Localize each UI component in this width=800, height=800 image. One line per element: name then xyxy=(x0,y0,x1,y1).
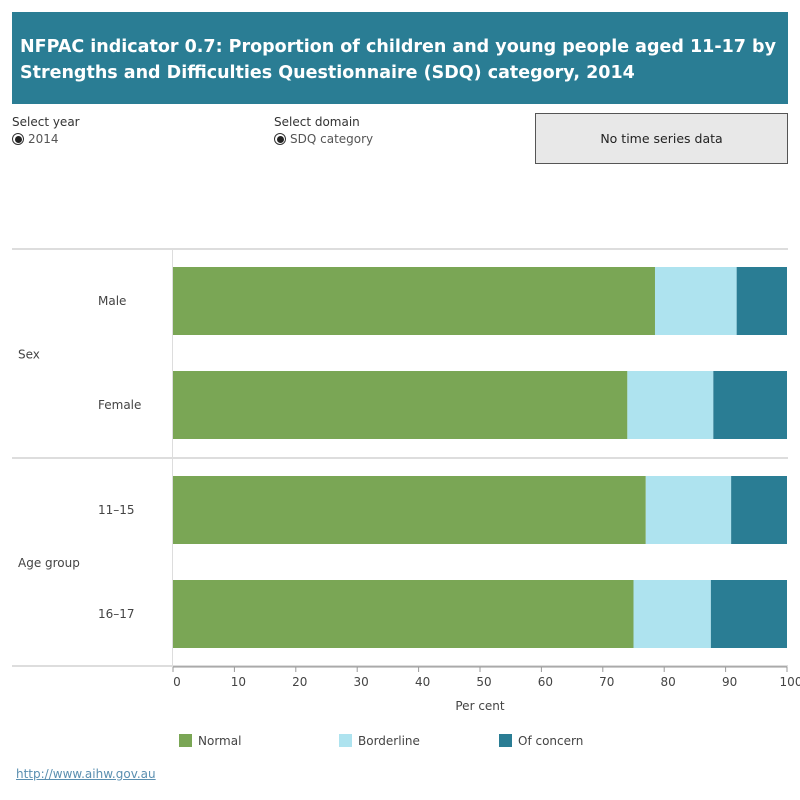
aihw-link[interactable]: http://www.aihw.gov.au xyxy=(16,767,156,781)
legend-label: Normal xyxy=(198,734,241,748)
chart-title: NFPAC indicator 0.7: Proportion of child… xyxy=(20,37,776,83)
x-tick-label: 80 xyxy=(661,675,676,689)
radio-selected-icon[interactable] xyxy=(274,133,286,145)
x-tick-label: 50 xyxy=(476,675,491,689)
x-tick-label: 60 xyxy=(538,675,553,689)
bar-segment xyxy=(713,371,787,439)
bar-segment xyxy=(710,580,787,648)
bar-segment xyxy=(173,476,646,544)
group-label: Age group xyxy=(18,556,80,570)
radio-selected-icon[interactable] xyxy=(12,133,24,145)
category-label: 16–17 xyxy=(98,607,135,621)
bar-segment xyxy=(654,267,737,335)
bar-segment xyxy=(173,371,628,439)
bar-segment xyxy=(627,371,714,439)
legend-label: Borderline xyxy=(358,734,420,748)
bar-segment xyxy=(645,476,732,544)
legend-swatch xyxy=(339,734,352,747)
year-option-label: 2014 xyxy=(28,132,59,146)
x-tick-label: 20 xyxy=(292,675,307,689)
category-label: Female xyxy=(98,398,141,412)
group-label: Sex xyxy=(18,348,40,362)
x-tick-label: 100 xyxy=(780,675,800,689)
x-axis-title: Per cent xyxy=(455,699,505,713)
year-filter: Select year 2014 xyxy=(12,115,80,146)
domain-option-sdq[interactable]: SDQ category xyxy=(274,132,373,146)
x-tick-label: 0 xyxy=(173,675,181,689)
bar-segment xyxy=(173,580,634,648)
title-banner: NFPAC indicator 0.7: Proportion of child… xyxy=(12,12,788,104)
year-option-2014[interactable]: 2014 xyxy=(12,132,80,146)
legend-swatch xyxy=(499,734,512,747)
year-filter-label: Select year xyxy=(12,115,80,129)
x-tick-label: 30 xyxy=(354,675,369,689)
no-time-series-notice: No time series data xyxy=(535,113,788,164)
category-label: 11–15 xyxy=(98,503,135,517)
stacked-bar-chart: Sex Male Female Age group 11–15 16–17 0 10 20 30 4… xyxy=(12,248,800,748)
bar-segment xyxy=(736,267,787,335)
bar-segment xyxy=(731,476,787,544)
category-label: Male xyxy=(98,294,126,308)
domain-option-label: SDQ category xyxy=(290,132,374,146)
bar-segment xyxy=(633,580,711,648)
x-tick-label: 70 xyxy=(599,675,614,689)
legend-swatch xyxy=(179,734,192,747)
bar-segment xyxy=(173,267,655,335)
legend-label: Of concern xyxy=(518,734,583,748)
x-tick-label: 10 xyxy=(231,675,246,689)
x-tick-label: 90 xyxy=(722,675,737,689)
domain-filter-label: Select domain xyxy=(274,115,360,129)
domain-filter: Select domain SDQ category xyxy=(274,115,373,146)
x-tick-label: 40 xyxy=(415,675,430,689)
